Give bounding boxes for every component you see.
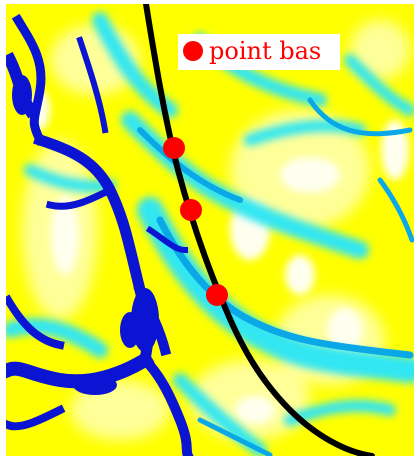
legend: point bas [178, 34, 340, 70]
deep-channel-9 [6, 294, 65, 350]
legend-label: point bas [209, 37, 321, 65]
channel-2 [137, 127, 243, 203]
low-point-2 [180, 199, 202, 221]
valley-cyan-9 [24, 164, 116, 193]
low-points [163, 137, 228, 306]
deep-channel-4 [6, 350, 155, 389]
legend-marker [183, 41, 203, 61]
terrain-raster: point bas [6, 4, 414, 456]
peak-4 [235, 396, 275, 424]
low-point-1 [163, 137, 185, 159]
pool-3 [73, 375, 117, 395]
peak-3 [327, 308, 363, 352]
legend-background [178, 34, 340, 70]
valley-cyan-1 [137, 197, 414, 383]
deep-channel-7 [45, 185, 115, 210]
channel-1 [156, 216, 414, 359]
deep-blue-pools [12, 75, 159, 395]
channel-5 [197, 417, 273, 456]
channel-3 [307, 97, 413, 137]
peak-6 [285, 255, 315, 295]
valley-cyan-6 [6, 318, 108, 358]
valley-cyan-5 [173, 373, 267, 456]
deep-channel-5 [137, 352, 194, 456]
deep-channel-8 [76, 36, 109, 134]
blue-channels [137, 97, 414, 456]
deep-channel-2 [11, 13, 47, 147]
low-point-3 [206, 284, 228, 306]
valley-cyan-8 [344, 54, 414, 116]
pool-4 [12, 75, 32, 115]
pool-2 [120, 312, 140, 348]
ridge-northeast [350, 20, 410, 80]
deep-channel-10 [6, 404, 66, 431]
deep-channel-11 [145, 225, 189, 254]
peak-1 [51, 195, 79, 275]
peak-2 [280, 157, 340, 193]
channel-4 [377, 177, 414, 243]
